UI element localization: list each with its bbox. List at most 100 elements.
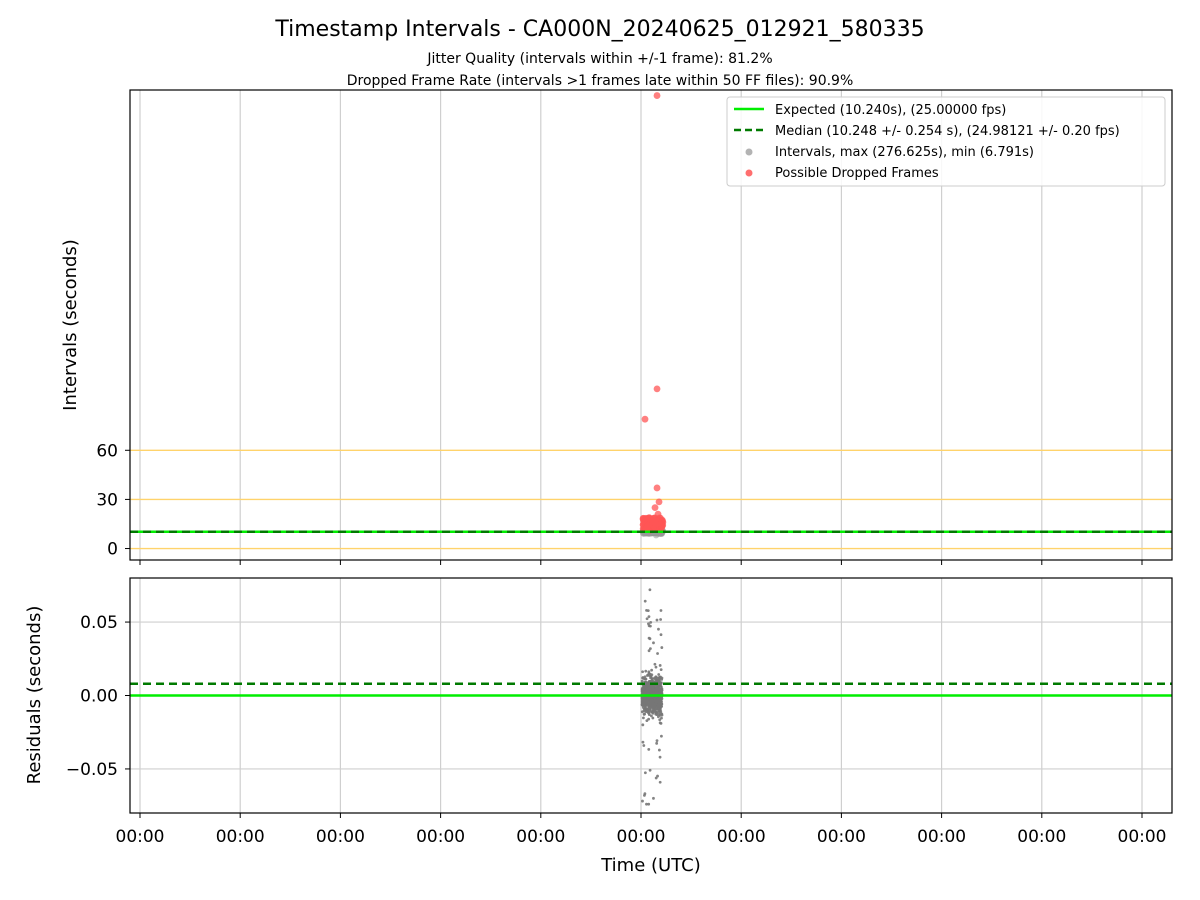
residual-point — [658, 755, 662, 759]
dropped-frame-point-5 — [651, 504, 659, 511]
bottom-y-axis: 0.05 0.00 −0.05 — [66, 613, 130, 780]
x-tick-label-2: 00:00 — [316, 827, 365, 847]
residual-point — [659, 700, 663, 703]
residual-point — [641, 723, 645, 727]
residual-point — [646, 690, 650, 694]
residual-point — [658, 697, 662, 701]
residual-point — [647, 622, 650, 626]
residual-point — [652, 688, 656, 692]
residual-point — [656, 715, 660, 719]
chart-subtitle-1: Jitter Quality (intervals within +/-1 fr… — [426, 51, 772, 67]
residual-point — [647, 747, 651, 751]
residual-point — [660, 702, 664, 706]
residual-point — [649, 690, 653, 694]
residual-point — [643, 771, 647, 775]
residual-point — [643, 599, 647, 603]
residual-point — [657, 684, 661, 687]
x-tick-label-4: 00:00 — [516, 827, 565, 847]
residual-point — [659, 681, 663, 685]
legend-dropped-swatch — [745, 169, 753, 177]
dropped-frame-point-1 — [653, 385, 661, 393]
dropped-frame-point-4 — [655, 498, 663, 506]
residual-point — [647, 685, 651, 689]
dropped-frame-point-2 — [641, 415, 649, 423]
bottom-ytick-label-1: 0.00 — [80, 687, 118, 707]
residual-point — [656, 688, 660, 692]
top-plot-frame — [129, 89, 1173, 561]
residual-point — [655, 618, 659, 622]
residual-point — [645, 608, 648, 612]
residual-point — [642, 690, 646, 693]
residual-point — [647, 717, 651, 721]
bottom-ytick-label-2: −0.05 — [66, 760, 118, 780]
legend-median-label: Median (10.248 +/- 0.254 s), (24.98121 +… — [775, 124, 1120, 139]
residual-point — [646, 700, 650, 704]
residual-point — [660, 734, 663, 738]
residual-point — [660, 705, 664, 708]
legend: Expected (10.240s), (25.00000 fps) Media… — [726, 96, 1166, 187]
legend-intervals-label: Intervals, max (276.625s), min (6.791s) — [775, 145, 1034, 160]
residual-point — [648, 768, 652, 772]
residual-point — [660, 646, 664, 649]
residual-point — [643, 793, 646, 797]
residual-point — [659, 633, 663, 637]
residual-point — [647, 680, 651, 683]
residual-point — [650, 704, 654, 707]
residual-point — [655, 739, 659, 743]
residual-point — [660, 688, 664, 692]
residual-point — [645, 802, 648, 806]
residual-point — [654, 707, 658, 711]
residual-point — [647, 711, 651, 714]
top-ytick-label-1: 30 — [96, 490, 118, 510]
top-y-axis: 0 30 60 — [96, 441, 130, 560]
top-ytick-label-2: 60 — [96, 441, 118, 461]
dropped-frame-points — [639, 92, 667, 534]
top-y-axis-label: Intervals (seconds) — [60, 239, 81, 411]
residual-point — [657, 678, 660, 682]
legend-intervals-swatch — [745, 148, 753, 156]
x-tick-label-5: 00:00 — [617, 827, 666, 847]
residual-point — [650, 668, 654, 672]
residual-point — [655, 676, 658, 679]
residual-point — [658, 780, 662, 784]
residual-point — [640, 679, 644, 683]
residual-point — [655, 685, 659, 688]
residual-point — [651, 716, 655, 720]
dropped-frame-point-10 — [644, 522, 652, 530]
residual-point — [641, 702, 645, 706]
residual-point — [648, 672, 652, 676]
residual-point — [660, 716, 663, 720]
residual-point — [648, 624, 652, 628]
dropped-frame-point-6 — [642, 514, 650, 522]
residual-point — [659, 609, 663, 612]
residual-point — [649, 647, 652, 650]
residual-point — [647, 713, 651, 716]
residual-point — [651, 708, 655, 711]
top-threshold-lines — [130, 449, 1172, 550]
legend-dropped-label: Possible Dropped Frames — [775, 166, 939, 181]
residual-point — [659, 668, 663, 672]
residual-point — [648, 588, 652, 592]
dropped-frame-point-11 — [652, 520, 660, 528]
residual-point — [653, 705, 657, 709]
chart-subtitle-2: Dropped Frame Rate (intervals >1 frames … — [347, 73, 854, 89]
residual-point — [660, 713, 664, 717]
dropped-frame-point-3 — [653, 484, 661, 492]
x-tick-label-9: 00:00 — [1017, 827, 1066, 847]
x-tick-label-0: 00:00 — [116, 827, 165, 847]
residual-point — [659, 721, 663, 725]
residual-point — [653, 697, 657, 701]
residual-point — [654, 665, 658, 669]
residual-point — [641, 799, 644, 803]
residual-point — [645, 707, 649, 711]
residual-point — [649, 621, 653, 624]
legend-box — [726, 96, 1166, 187]
residual-point — [657, 748, 661, 752]
residual-point — [647, 649, 651, 653]
top-ytick-label-0: 0 — [107, 540, 118, 560]
x-tick-label-3: 00:00 — [416, 827, 465, 847]
residual-point — [642, 744, 646, 747]
residual-point — [657, 673, 661, 676]
residual-point — [645, 617, 649, 621]
dropped-frame-point-7 — [654, 510, 662, 518]
